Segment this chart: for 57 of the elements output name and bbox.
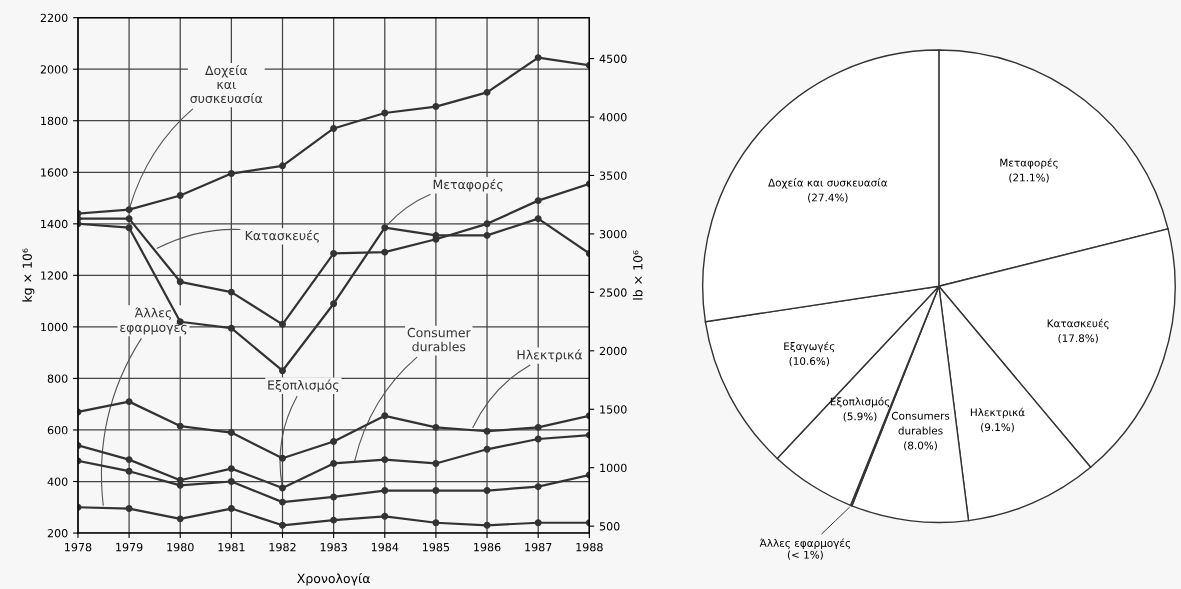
x-tick-label: 1983: [320, 542, 347, 552]
x-tick-label: 1988: [576, 542, 603, 552]
y2-tick-label: 2000: [599, 346, 627, 356]
x-tick-label: 1980: [167, 542, 194, 552]
slice-label: Consumers durables: [891, 411, 950, 435]
annotation: Δοχεία και συσκευασία: [190, 64, 263, 104]
y-tick-label: 1800: [41, 116, 68, 126]
slice-label: Μεταφορές: [1000, 158, 1058, 169]
y-tick-label: 1000: [41, 322, 68, 332]
data-label: (5.9%): [843, 412, 877, 422]
data-label: (9.1%): [981, 423, 1014, 433]
data-label: (< 1%): [787, 550, 823, 560]
slice-label: Εξοπλισμός: [830, 396, 890, 408]
annotation: Κατασκευές: [245, 230, 319, 243]
data-label: (8.0%): [904, 441, 937, 451]
x-tick-label: 1981: [218, 542, 245, 552]
slice-label: Κατασκευές: [1047, 318, 1109, 330]
y-tick-label: 2200: [40, 13, 68, 23]
slice-label: Δοχεία και συσκευασία: [768, 178, 888, 189]
slice-label: Εξαγωγές: [784, 341, 835, 353]
y2-tick-label: 1000: [600, 463, 627, 473]
annotation: Consumer durables: [407, 327, 471, 352]
x-tick-label: 1986: [474, 542, 501, 552]
y2-tick-label: 2500: [599, 288, 627, 297]
y2-tick-label: 3500: [599, 171, 627, 180]
data-label: (21.1%): [1009, 173, 1049, 183]
y-tick-label: 600: [47, 425, 68, 435]
data-label: (10.6%): [789, 356, 829, 367]
annotation: Άλλες εφαρμογές: [120, 307, 187, 335]
y-tick-label: 1400: [41, 219, 68, 229]
y-tick-label: 2000: [40, 65, 68, 74]
y-tick-label: 800: [47, 374, 68, 383]
annotation: Ηλεκτρικά: [517, 349, 582, 362]
x-tick-label: 1984: [371, 542, 399, 552]
y-tick-label: 1600: [41, 168, 68, 177]
y2-tick-label: 500: [599, 522, 620, 531]
y2-tick-label: 4500: [599, 54, 627, 63]
y-tick-label: 400: [47, 477, 68, 486]
annotation: Μεταφορές: [433, 178, 503, 192]
annotation: Εξοπλισμός: [268, 379, 339, 393]
slice-label: Ηλεκτρικά: [970, 407, 1025, 419]
x-tick-label: 1978: [65, 542, 92, 552]
y-axis-title: kg × 10⁶: [22, 248, 35, 302]
x-tick-label: 1987: [525, 542, 552, 552]
y2-tick-label: 3000: [599, 229, 627, 239]
y-tick-label: 1200: [41, 271, 68, 280]
y2-tick-label: 4000: [599, 113, 627, 122]
x-axis-title: Χρονολογία: [297, 572, 370, 586]
x-tick-label: 1982: [269, 542, 296, 552]
data-label: (27.4%): [808, 193, 848, 203]
slice-label: Άλλες εφαρμογές: [759, 538, 851, 549]
y-tick-label: 200: [47, 529, 68, 538]
y2-tick-label: 1500: [600, 405, 627, 414]
y2-axis-title: lb × 10⁶: [632, 250, 643, 300]
data-label: (17.8%): [1058, 334, 1098, 344]
x-tick-label: 1979: [116, 542, 143, 552]
x-tick-label: 1985: [422, 542, 450, 552]
